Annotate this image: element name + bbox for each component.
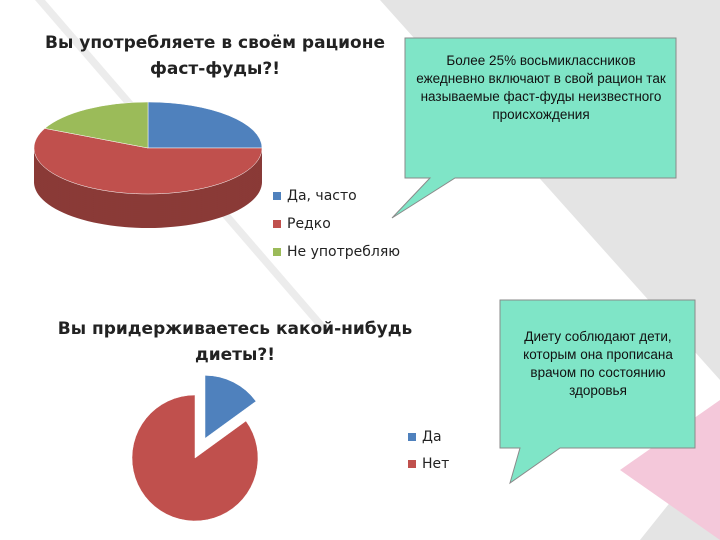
callout-shape xyxy=(391,37,677,219)
legend-swatch xyxy=(408,460,416,468)
legend-label: Редко xyxy=(287,216,331,232)
callout-text: Более 25% восьмиклассников ежедневно вкл… xyxy=(416,53,666,122)
pie-slice xyxy=(131,394,259,522)
legend-label: Да xyxy=(422,429,442,445)
callout-shape xyxy=(499,299,696,485)
pie-slice xyxy=(147,101,263,149)
legend-label: Да, часто xyxy=(287,188,357,204)
chart-title: Вы употребляете в своём рационе фаст-фуд… xyxy=(44,33,386,79)
pie-slice xyxy=(33,128,263,195)
legend-swatch xyxy=(273,192,281,200)
legend-swatch xyxy=(273,248,281,256)
pie-slice xyxy=(204,375,257,439)
callout-text: Диету соблюдают дети, которым она пропис… xyxy=(523,329,673,398)
legend-swatch xyxy=(273,220,281,228)
pie-slice xyxy=(44,101,149,149)
legend-swatch xyxy=(408,433,416,441)
legend-label: Нет xyxy=(422,456,449,472)
legend-label: Не употребляю xyxy=(287,244,400,260)
chart-title: Вы придерживаетесь какой-нибудь диеты?! xyxy=(57,319,413,365)
